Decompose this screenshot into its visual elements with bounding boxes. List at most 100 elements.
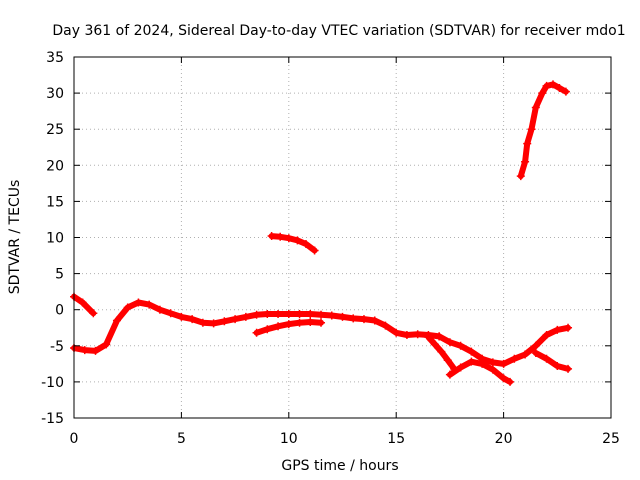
data-point [327,311,336,320]
data-point [295,318,304,327]
y-tick-label: -5 [50,339,64,355]
data-point [306,310,315,319]
data-point [209,319,218,328]
data-point [112,316,121,325]
chart-title: Day 361 of 2024, Sidereal Day-to-day VTE… [52,23,625,39]
data-point [231,315,240,324]
y-tick-label: 35 [46,50,64,66]
data-point [198,318,207,327]
data-point [89,309,98,318]
data-point [284,320,293,329]
data-point [80,346,89,355]
data-point [188,315,197,324]
data-point [274,310,283,319]
data-point [445,370,454,379]
series-line [517,81,569,180]
x-tick-label: 0 [70,431,79,447]
data-point [241,312,250,321]
data-point [402,330,411,339]
data-point [488,365,497,374]
series-upper-branch-b [516,80,570,181]
x-tick-label: 20 [495,431,513,447]
data-point [359,315,368,324]
data-point [177,312,186,321]
y-tick-label: 10 [46,231,64,247]
data-point [516,172,525,181]
data-point [445,338,454,347]
ticks: 0 5 10 15 20 25 -15 -10 -5 0 5 10 15 20 25 30 35 [41,50,620,447]
data-point [531,341,540,350]
data-point [134,298,143,307]
x-tick-label: 10 [280,431,298,447]
data-point [456,341,465,350]
plot-frame [73,56,612,419]
data-point [102,340,111,349]
y-tick-label: 20 [46,158,64,174]
data-point [145,300,154,309]
data-point [349,314,358,323]
x-tick-label: 25 [602,431,620,447]
data-point [506,377,515,386]
data-point [564,323,573,332]
data-point [424,333,433,342]
series-lower-branch-d [445,357,515,386]
y-tick-label: -15 [41,411,64,427]
data-point [553,325,562,334]
series-upper-branch-a [267,232,319,255]
y-tick-label: 0 [55,303,64,319]
data-point [155,305,164,314]
data-point [220,317,229,326]
data-point [437,347,446,356]
x-tick-label: 5 [177,431,186,447]
data-point [443,356,452,365]
data-point [499,359,508,368]
data-point [531,349,540,358]
data-point [531,103,540,112]
data-point [564,364,573,373]
data-point [553,362,562,371]
data-point [263,325,272,334]
series-late-trace [435,323,573,368]
data-point [301,239,310,248]
data-point [488,358,497,367]
data-point [555,84,564,93]
data-point [166,309,175,318]
series-line [532,350,571,372]
data-point [542,81,551,90]
data-point [91,346,100,355]
data-point [467,357,476,366]
data-point [274,322,283,331]
series-lower-branch-c [424,333,459,373]
x-tick-label: 15 [387,431,405,447]
data-point [413,330,422,339]
series-lower-branch-b [252,317,326,337]
data-point [78,298,87,307]
data-point [293,236,302,245]
data-point [542,354,551,363]
data-point [499,374,508,383]
data-point [263,310,272,319]
data-point [478,359,487,368]
y-tick-label: 25 [46,122,64,138]
data-point [538,89,547,98]
data-point [549,80,558,89]
data-point [521,157,530,166]
data-point [370,316,379,325]
data-point [295,310,304,319]
grid [74,57,611,418]
data-point [267,232,276,241]
data-point [338,312,347,321]
series-group [70,80,573,386]
series-lower-branch-e [531,349,573,373]
data-point [430,340,439,349]
data-point [561,87,570,96]
data-point [392,328,401,337]
data-point [521,350,530,359]
y-tick-label: 15 [46,194,64,210]
data-point [527,125,536,134]
data-point [435,332,444,341]
data-point [310,246,319,255]
data-point [252,328,261,337]
data-point [456,363,465,372]
